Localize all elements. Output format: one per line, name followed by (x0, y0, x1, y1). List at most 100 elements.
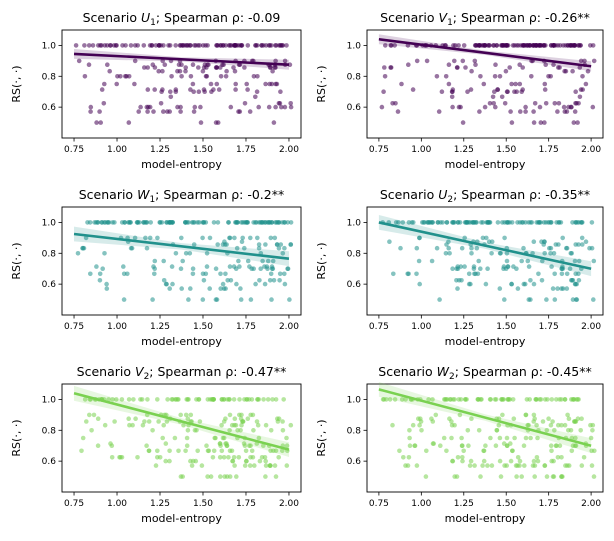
y-tick-label: 1.0 (42, 218, 57, 228)
data-point (172, 435, 178, 441)
x-tick-label: 1.25 (150, 145, 170, 155)
data-point (168, 94, 174, 100)
data-point (523, 435, 529, 441)
data-point (183, 65, 188, 70)
data-point (553, 43, 558, 48)
data-point (219, 448, 225, 454)
data-point (491, 101, 497, 106)
data-point (268, 235, 274, 241)
data-point (419, 428, 424, 433)
x-tick-label: 0.75 (369, 145, 389, 155)
data-point (155, 397, 160, 402)
data-point (550, 419, 555, 424)
data-point (190, 62, 196, 67)
data-point (477, 109, 482, 114)
data-point (214, 81, 220, 87)
data-point (285, 266, 291, 272)
data-point (489, 463, 495, 468)
data-point (184, 443, 190, 449)
data-point (424, 58, 430, 64)
data-point (202, 62, 208, 67)
data-point (439, 89, 445, 94)
data-point (460, 58, 466, 64)
data-point (143, 235, 148, 241)
data-point (73, 43, 79, 48)
data-point (578, 58, 584, 64)
data-point (273, 58, 278, 64)
data-point (571, 397, 576, 402)
data-point (471, 266, 477, 272)
data-point (476, 397, 482, 402)
data-point (263, 474, 268, 479)
data-point (220, 43, 226, 48)
data-point (478, 74, 483, 79)
data-point (223, 416, 228, 422)
data-point (568, 104, 574, 110)
data-point (237, 397, 242, 402)
x-tick-label: 1.50 (193, 322, 213, 332)
data-point (406, 220, 412, 225)
data-point (228, 278, 234, 283)
data-point (239, 43, 245, 48)
data-point (428, 220, 434, 225)
x-tick-label: 1.75 (539, 145, 559, 155)
data-point (249, 397, 255, 402)
data-point (417, 281, 423, 287)
data-point (234, 245, 240, 251)
data-point (273, 474, 279, 479)
data-point (282, 104, 288, 110)
data-point (492, 74, 498, 79)
data-point (179, 74, 184, 79)
data-point (544, 474, 550, 479)
data-point (582, 58, 587, 64)
data-point (232, 463, 237, 468)
data-point (192, 220, 197, 225)
data-point (223, 74, 229, 79)
data-point (455, 286, 460, 291)
data-point (178, 43, 183, 48)
data-point (444, 448, 449, 454)
data-point (517, 458, 523, 464)
y-axis-label: RS(·, ·) (315, 419, 328, 456)
data-point (556, 65, 561, 70)
data-point (272, 65, 278, 70)
data-point (193, 43, 199, 48)
data-point (153, 43, 159, 48)
data-point (460, 458, 465, 464)
data-point (267, 81, 273, 87)
data-point (406, 271, 411, 277)
data-point (200, 220, 205, 225)
data-point (455, 455, 461, 460)
data-point (149, 43, 155, 48)
data-point (576, 258, 582, 264)
regression-line (378, 37, 592, 68)
subplot-title: Scenario V1; Spearman ρ: -0.26** (380, 10, 590, 28)
data-point (256, 435, 262, 441)
data-point (263, 43, 269, 48)
data-point (414, 58, 420, 64)
data-point (487, 101, 493, 106)
data-point (566, 416, 572, 422)
data-point (588, 43, 593, 48)
data-point (262, 264, 267, 269)
data-point (238, 286, 243, 291)
data-point (144, 220, 150, 225)
data-point (459, 245, 465, 251)
data-point (161, 278, 167, 283)
data-point (273, 448, 279, 454)
data-point (164, 419, 170, 424)
data-point (262, 281, 268, 287)
data-point (564, 109, 570, 114)
data-point (476, 258, 482, 264)
data-point (276, 101, 282, 106)
data-point (91, 412, 97, 418)
data-point (250, 455, 256, 460)
data-point (505, 220, 511, 225)
data-point (497, 251, 503, 256)
data-point (186, 397, 191, 402)
data-point (236, 455, 242, 460)
data-point (288, 101, 294, 106)
data-point (589, 220, 595, 225)
data-point (278, 89, 283, 94)
data-point (472, 58, 478, 64)
